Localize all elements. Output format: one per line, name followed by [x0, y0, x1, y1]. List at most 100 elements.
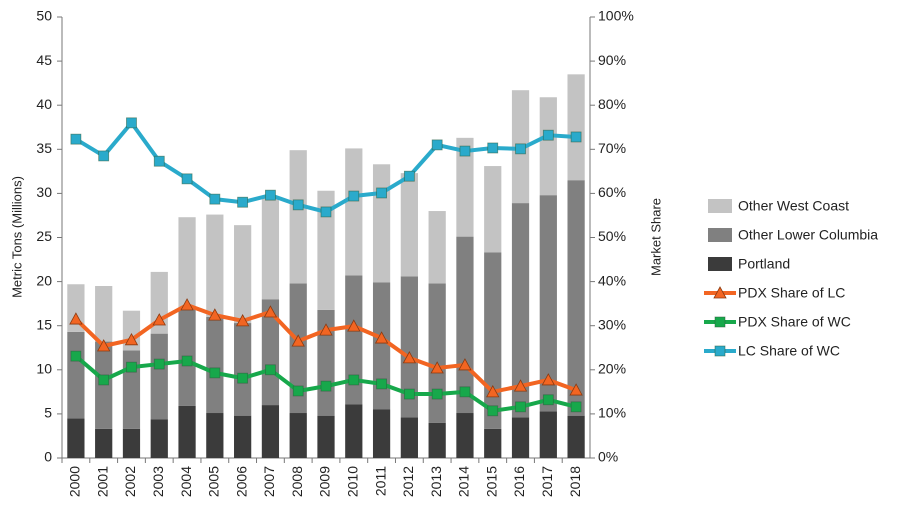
line-marker	[430, 361, 444, 374]
x-tick-label: 2005	[206, 466, 222, 497]
line-marker	[374, 331, 389, 344]
bar-segment	[456, 137, 474, 237]
bar-segment	[345, 404, 363, 458]
line-marker	[237, 372, 249, 384]
bar-segment	[539, 97, 557, 196]
bar-segment	[456, 413, 474, 458]
x-tick-label: 2004	[178, 466, 194, 497]
x-tick-label: 2010	[344, 466, 360, 497]
line-marker	[347, 319, 361, 332]
x-tick-label: 2009	[317, 466, 333, 497]
x-tick-label: 2006	[233, 466, 249, 497]
bar-segment	[234, 415, 252, 458]
line-marker	[124, 332, 139, 346]
y2-tick-label: 70%	[598, 140, 626, 156]
line-marker	[152, 313, 166, 326]
x-tick-label: 2002	[122, 466, 138, 497]
bar-segment	[484, 428, 502, 458]
line-marker	[486, 385, 500, 398]
line-marker	[431, 139, 443, 151]
legend-swatch	[708, 257, 732, 271]
line-marker	[153, 155, 165, 167]
line-marker	[235, 314, 250, 327]
y2-tick-label: 30%	[598, 316, 626, 332]
line-marker	[348, 190, 360, 202]
legend-label: Portland	[738, 256, 790, 272]
line-marker	[542, 394, 554, 406]
line-marker	[126, 361, 137, 373]
legend-marker	[714, 316, 726, 328]
legend-label: PDX Share of LC	[738, 285, 845, 301]
y-tick-label: 35	[36, 140, 52, 156]
line-marker	[69, 312, 83, 325]
x-tick-label: 2016	[511, 466, 527, 497]
bar-segment	[178, 217, 196, 308]
bar-segment	[317, 190, 335, 310]
line-marker	[153, 358, 165, 370]
x-tick-label: 2014	[456, 466, 472, 497]
bar-segment	[150, 333, 168, 420]
bar-segment	[289, 283, 307, 414]
legend-swatch	[708, 199, 732, 213]
y2-tick-label: 20%	[598, 361, 626, 377]
bar-segment	[261, 405, 280, 458]
line-marker	[487, 142, 499, 154]
legend-label: PDX Share of WC	[738, 314, 851, 330]
line-marker	[376, 378, 387, 390]
y-tick-label: 50	[36, 8, 52, 24]
bar-segment	[67, 331, 85, 419]
bar-segment	[95, 428, 113, 458]
legend-swatch	[708, 228, 732, 242]
legend-label: Other Lower Columbia	[738, 227, 878, 243]
bar-segment	[428, 422, 446, 458]
line-marker	[98, 150, 110, 162]
y-tick-label: 20	[36, 272, 52, 288]
line-marker	[515, 401, 526, 413]
y-tick-label: 45	[36, 52, 52, 68]
line-marker	[181, 173, 193, 185]
y2-tick-label: 10%	[598, 405, 626, 421]
line-marker	[569, 383, 583, 396]
y2-tick-label: 100%	[598, 8, 634, 24]
bar-segment	[372, 409, 391, 458]
bar-segment	[206, 214, 224, 317]
x-tick-label: 2017	[539, 466, 555, 497]
y-tick-label: 40	[36, 96, 52, 112]
bar-segment	[511, 203, 530, 418]
y-tick-label: 5	[44, 405, 52, 421]
line-marker	[126, 117, 137, 129]
bar-segment	[67, 418, 85, 458]
y2-tick-label: 0%	[598, 449, 618, 465]
y2-axis-title: Market Share	[648, 198, 663, 276]
bar-segment	[400, 173, 418, 277]
legend-label: LC Share of WC	[738, 343, 840, 359]
y-axis-title: Metric Tons (Millions)	[9, 176, 24, 298]
line-marker	[292, 385, 304, 397]
line-marker	[459, 386, 471, 398]
x-tick-label: 2001	[94, 466, 110, 497]
line-marker	[180, 298, 194, 311]
line-marker	[403, 388, 415, 400]
bar-segment	[372, 282, 391, 410]
line-marker	[98, 374, 110, 386]
bar-segment	[567, 74, 585, 181]
bar-segment	[511, 417, 530, 458]
y-tick-label: 0	[44, 449, 52, 465]
x-tick-label: 2003	[150, 466, 166, 497]
line-marker	[265, 189, 276, 201]
line-marker	[431, 388, 443, 400]
line-marker	[403, 170, 415, 182]
bar-segment	[206, 413, 224, 458]
bar-segment	[150, 419, 168, 458]
bar-segment	[206, 316, 224, 414]
line-marker	[570, 401, 582, 413]
line-marker	[181, 355, 193, 367]
y2-tick-label: 50%	[598, 228, 626, 244]
line-marker	[320, 380, 332, 392]
bar-segment	[539, 411, 557, 458]
bar-segment	[95, 286, 113, 342]
bar-segment	[484, 166, 502, 253]
bar-segment	[261, 196, 280, 300]
line-marker	[541, 373, 555, 386]
